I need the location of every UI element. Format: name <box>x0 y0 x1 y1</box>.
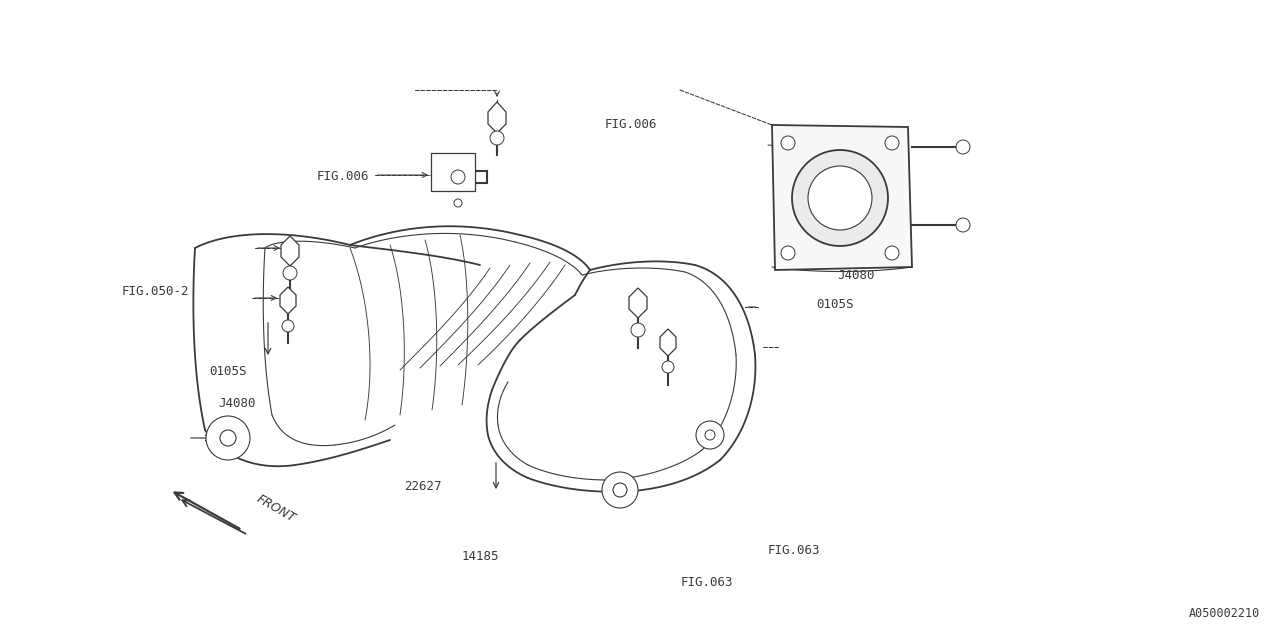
Circle shape <box>613 483 627 497</box>
Circle shape <box>696 421 724 449</box>
Circle shape <box>490 131 504 145</box>
Text: FIG.063: FIG.063 <box>768 544 820 557</box>
Circle shape <box>808 166 872 230</box>
Bar <box>431 153 475 191</box>
Circle shape <box>602 472 637 508</box>
Text: FIG.006: FIG.006 <box>604 118 658 131</box>
Text: FIG.050-2: FIG.050-2 <box>122 285 189 298</box>
Text: 0105S: 0105S <box>817 298 854 310</box>
Polygon shape <box>282 236 300 266</box>
Polygon shape <box>488 102 506 133</box>
Text: 22627: 22627 <box>404 480 442 493</box>
Polygon shape <box>280 287 296 314</box>
Circle shape <box>884 246 899 260</box>
Text: FRONT: FRONT <box>253 492 297 525</box>
Polygon shape <box>628 288 646 318</box>
Circle shape <box>781 246 795 260</box>
Circle shape <box>282 320 294 332</box>
Circle shape <box>283 266 297 280</box>
Circle shape <box>662 361 675 373</box>
Circle shape <box>631 323 645 337</box>
Text: A050002210: A050002210 <box>1189 607 1260 620</box>
Circle shape <box>220 430 236 446</box>
Text: 0105S: 0105S <box>210 365 247 378</box>
Text: J4080: J4080 <box>219 397 256 410</box>
Circle shape <box>956 140 970 154</box>
Polygon shape <box>660 329 676 356</box>
Circle shape <box>792 150 888 246</box>
Polygon shape <box>772 125 911 270</box>
Circle shape <box>884 136 899 150</box>
Circle shape <box>956 218 970 232</box>
Text: 14185: 14185 <box>462 550 499 563</box>
Text: FIG.006: FIG.006 <box>316 170 370 182</box>
Text: FIG.063: FIG.063 <box>681 576 733 589</box>
Text: J4080: J4080 <box>837 269 874 282</box>
Circle shape <box>206 416 250 460</box>
Circle shape <box>781 136 795 150</box>
